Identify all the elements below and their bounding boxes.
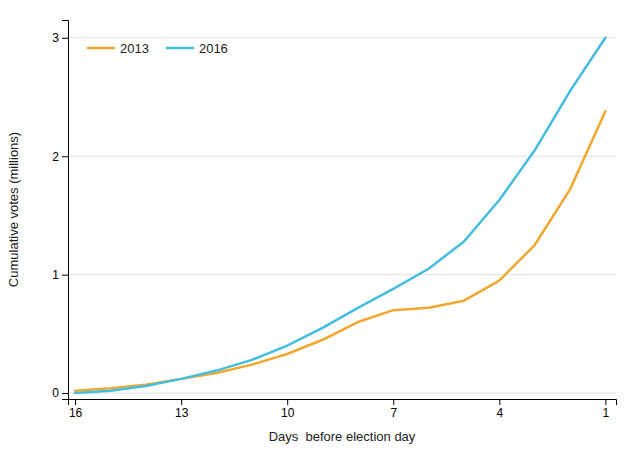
- y-tick-label: 1: [52, 268, 59, 282]
- y-tick-label: 0: [52, 386, 59, 400]
- x-tick-mark: [181, 399, 182, 405]
- x-tick-mark: [393, 399, 394, 405]
- grid-line: [68, 156, 616, 157]
- y-tick-mark: [62, 393, 68, 394]
- x-axis-line: [69, 400, 617, 406]
- x-tick: 1: [603, 399, 610, 420]
- y-axis: 0 1 2 3: [52, 21, 68, 401]
- y-tick-label: 2: [52, 150, 59, 164]
- series-line: [75, 38, 605, 393]
- x-tick-label: 16: [69, 406, 83, 420]
- grid-line: [68, 37, 616, 38]
- x-tick-label: 13: [175, 406, 189, 420]
- y-tick-mark: [62, 156, 68, 157]
- legend-item: 2013: [88, 41, 149, 56]
- x-tick-mark: [75, 399, 76, 405]
- x-tick-mark: [499, 399, 500, 405]
- x-tick-label: 4: [496, 406, 503, 420]
- y-tick: 0: [52, 386, 68, 400]
- x-tick-label: 10: [281, 406, 295, 420]
- x-tick-label: 1: [603, 406, 610, 420]
- grid: [68, 38, 616, 393]
- x-tick: 4: [496, 399, 503, 420]
- x-tick-mark: [287, 399, 288, 405]
- x-axis: 16 13 10 7 4 1: [69, 399, 617, 420]
- chart: 161310741012320132016Days before electio…: [0, 0, 640, 455]
- plot-area: 161310741012320132016: [52, 21, 616, 420]
- x-axis-title: Days before election day: [269, 429, 416, 444]
- grid-line: [68, 274, 616, 275]
- legend-swatch: [167, 47, 193, 50]
- y-tick-label: 3: [52, 31, 59, 45]
- x-tick: 7: [390, 399, 397, 420]
- y-tick: 1: [52, 268, 68, 282]
- legend-swatch: [88, 47, 114, 50]
- x-tick: 13: [175, 399, 189, 420]
- legend-item: 2016: [167, 41, 228, 56]
- y-axis-title: Cumulative votes (millions): [6, 132, 21, 287]
- x-tick: 16: [69, 399, 83, 420]
- legend-label: 2016: [199, 41, 228, 56]
- y-axis-line: [62, 21, 69, 400]
- y-tick-mark: [62, 38, 68, 39]
- y-tick-mark: [62, 275, 68, 276]
- grid-line: [68, 393, 616, 394]
- x-tick-mark: [605, 399, 606, 405]
- lines: [75, 38, 605, 393]
- legend: 2013 2016: [88, 41, 228, 56]
- series-line: [75, 111, 605, 391]
- legend-label: 2013: [120, 41, 149, 56]
- y-tick: 2: [52, 150, 68, 164]
- x-tick: 10: [281, 399, 295, 420]
- x-tick-label: 7: [390, 406, 397, 420]
- y-tick: 3: [52, 31, 68, 45]
